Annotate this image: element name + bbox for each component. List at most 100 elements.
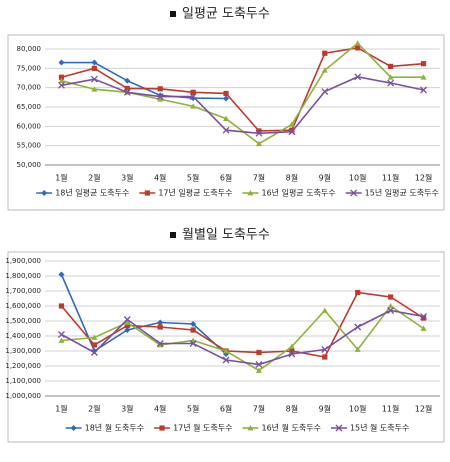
marker	[354, 346, 361, 352]
legend-label: 15년 월 도축두수	[350, 423, 409, 433]
marker	[255, 129, 263, 137]
marker	[321, 88, 329, 95]
y-tick-label: 50,000	[17, 161, 42, 169]
y-tick-label: 1,000,000	[5, 392, 41, 400]
x-tick-label: 5월	[187, 404, 199, 414]
y-tick-label: 65,000	[17, 103, 42, 111]
legend-item: 17년 월 도축두수	[154, 423, 233, 433]
legend-item: 16년 월 도축두수	[242, 423, 321, 433]
y-tick-label: 1,400,000	[5, 332, 41, 340]
legend-item: 18년 일평균 도축두수	[36, 188, 129, 198]
x-tick-label: 12월	[415, 173, 433, 183]
marker	[288, 350, 296, 358]
series-line	[60, 291, 424, 358]
legend-item: 18년 월 도축두수	[65, 423, 144, 433]
marker	[247, 190, 254, 196]
chart-frame	[7, 34, 445, 211]
marker	[124, 77, 131, 84]
marker	[190, 89, 196, 95]
marker	[91, 65, 97, 71]
marker	[189, 340, 197, 347]
marker	[387, 74, 394, 80]
x-tick-label: 6월	[220, 173, 232, 183]
x-tick-label: 2월	[88, 404, 100, 414]
marker	[420, 315, 427, 321]
y-tick-label: 55,000	[17, 142, 42, 150]
marker	[124, 322, 130, 329]
marker	[58, 271, 65, 278]
marker	[58, 303, 65, 309]
series-line	[61, 47, 424, 132]
title-bullet	[170, 11, 176, 17]
marker	[123, 88, 131, 96]
legend-label: 17년 일평균 도축두수	[158, 188, 232, 198]
marker	[123, 316, 131, 323]
marker	[288, 343, 295, 349]
marker	[57, 331, 65, 338]
marker	[335, 424, 343, 432]
marker	[350, 189, 358, 197]
marker	[322, 50, 328, 56]
marker	[157, 342, 164, 348]
marker	[256, 349, 262, 356]
marker	[157, 319, 164, 326]
marker	[90, 349, 98, 356]
x-tick-label: 9월	[319, 173, 331, 183]
marker	[387, 79, 395, 87]
x-tick-label: 11월	[382, 404, 400, 414]
marker	[58, 74, 65, 80]
y-tick-label: 60,000	[17, 122, 42, 130]
x-tick-label: 8월	[286, 173, 298, 183]
marker	[223, 90, 229, 97]
y-tick-label: 70,000	[17, 84, 42, 92]
x-tick-label: 2월	[88, 173, 100, 183]
y-tick-label: 1,300,000	[5, 347, 41, 355]
marker	[322, 354, 328, 360]
y-tick-label: 1,200,000	[5, 362, 41, 370]
marker	[157, 96, 164, 102]
marker	[58, 77, 65, 84]
marker	[157, 86, 163, 92]
marker	[288, 121, 295, 127]
x-tick-label: 9월	[319, 404, 331, 414]
x-tick-label: 5월	[187, 173, 199, 183]
marker	[288, 128, 296, 136]
chart-frame	[7, 251, 445, 443]
marker	[256, 128, 262, 134]
legend-label: 18년 일평균 도축두수	[55, 188, 129, 198]
y-tick-label: 1,900,000	[5, 257, 41, 265]
marker	[255, 140, 262, 147]
marker	[420, 313, 428, 320]
series-line	[61, 42, 424, 145]
marker	[190, 103, 197, 109]
x-tick-label: 12월	[415, 404, 433, 414]
legend-label: 17년 월 도축두수	[173, 423, 232, 433]
marker	[289, 127, 295, 133]
marker	[255, 361, 263, 368]
y-tick-label: 1,600,000	[5, 302, 41, 310]
marker	[124, 319, 131, 325]
marker	[41, 190, 48, 196]
marker	[354, 323, 362, 331]
marker	[90, 75, 98, 83]
x-tick-label: 1월	[55, 173, 67, 183]
x-tick-label: 4월	[154, 404, 166, 414]
marker	[420, 74, 427, 80]
marker	[159, 425, 165, 431]
x-tick-label: 7월	[253, 173, 265, 183]
marker	[420, 325, 427, 331]
marker	[321, 67, 328, 73]
marker	[91, 86, 98, 92]
x-tick-label: 4월	[154, 173, 166, 183]
legend-item: 17년 일평균 도축두수	[139, 188, 233, 198]
marker	[255, 367, 262, 373]
marker	[91, 342, 97, 348]
marker	[222, 356, 230, 364]
legend-label: 16년 일평균 도축두수	[262, 188, 336, 198]
x-tick-label: 7월	[253, 404, 265, 414]
marker	[355, 289, 361, 296]
marker	[189, 93, 197, 101]
y-tick-label: 80,000	[17, 45, 42, 53]
y-tick-label: 1,800,000	[5, 272, 41, 280]
